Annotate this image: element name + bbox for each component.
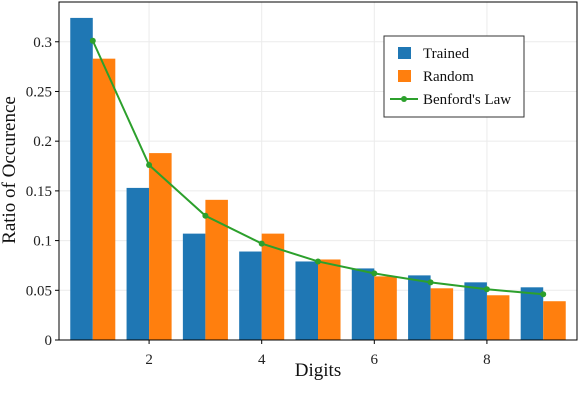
- bar-trained: [464, 282, 487, 340]
- bars: [70, 17, 566, 341]
- legend-label: Benford's Law: [423, 92, 511, 108]
- bar-random: [374, 276, 397, 340]
- y-tick-label: 0.3: [33, 35, 52, 51]
- bar-random: [486, 295, 510, 340]
- legend-swatch-random: [398, 70, 411, 82]
- benford-point: [258, 240, 265, 247]
- legend: Trained Random Benford's Law: [383, 35, 525, 118]
- legend-label: Trained: [423, 46, 470, 62]
- legend-label: Random: [423, 69, 474, 85]
- legend-marker: [401, 96, 407, 102]
- x-axis-title: Digits: [295, 360, 341, 381]
- y-tick-label: 0.25: [26, 84, 52, 100]
- bar-random: [149, 153, 172, 340]
- bar-trained: [295, 261, 318, 340]
- tick-labels: 0 0.05 0.1 0.15 0.2 0.25 0.3 2 4 6 8: [26, 35, 491, 368]
- benford-point: [427, 279, 434, 286]
- y-tick-label: 0: [45, 333, 53, 349]
- x-tick-label: 4: [258, 352, 266, 368]
- benford-point: [483, 286, 490, 293]
- bar-trained: [351, 268, 375, 340]
- bar-random: [318, 259, 341, 340]
- benford-point: [202, 212, 209, 219]
- legend-swatch-trained: [398, 47, 411, 59]
- bar-trained: [126, 187, 150, 340]
- bar-trained: [182, 233, 206, 340]
- benford-point: [146, 162, 153, 169]
- axes: [55, 1, 578, 344]
- bar-trained: [408, 275, 431, 340]
- benford-point: [371, 270, 378, 277]
- benford-point: [89, 37, 96, 44]
- x-tick-label: 2: [145, 352, 153, 368]
- x-tick-label: 6: [371, 352, 379, 368]
- x-tick-label: 8: [483, 352, 491, 368]
- bar-random: [430, 288, 454, 340]
- plot-frame: [58, 1, 578, 341]
- bar-random: [205, 199, 228, 340]
- benford-point: [315, 258, 321, 265]
- bar-trained: [520, 287, 544, 340]
- y-tick-label: 0.1: [33, 234, 52, 250]
- y-tick-label: 0.2: [33, 134, 52, 150]
- y-tick-label: 0.05: [26, 283, 52, 299]
- y-tick-label: 0.15: [26, 184, 52, 200]
- bar-trained: [239, 251, 262, 340]
- bar-random: [92, 58, 116, 341]
- bar-trained: [70, 17, 93, 340]
- benford-point: [540, 291, 547, 298]
- benford-line: [89, 37, 547, 298]
- y-axis-title: Ratio of Occurence: [0, 96, 20, 244]
- bar-random: [543, 301, 566, 340]
- bar-random: [261, 233, 285, 340]
